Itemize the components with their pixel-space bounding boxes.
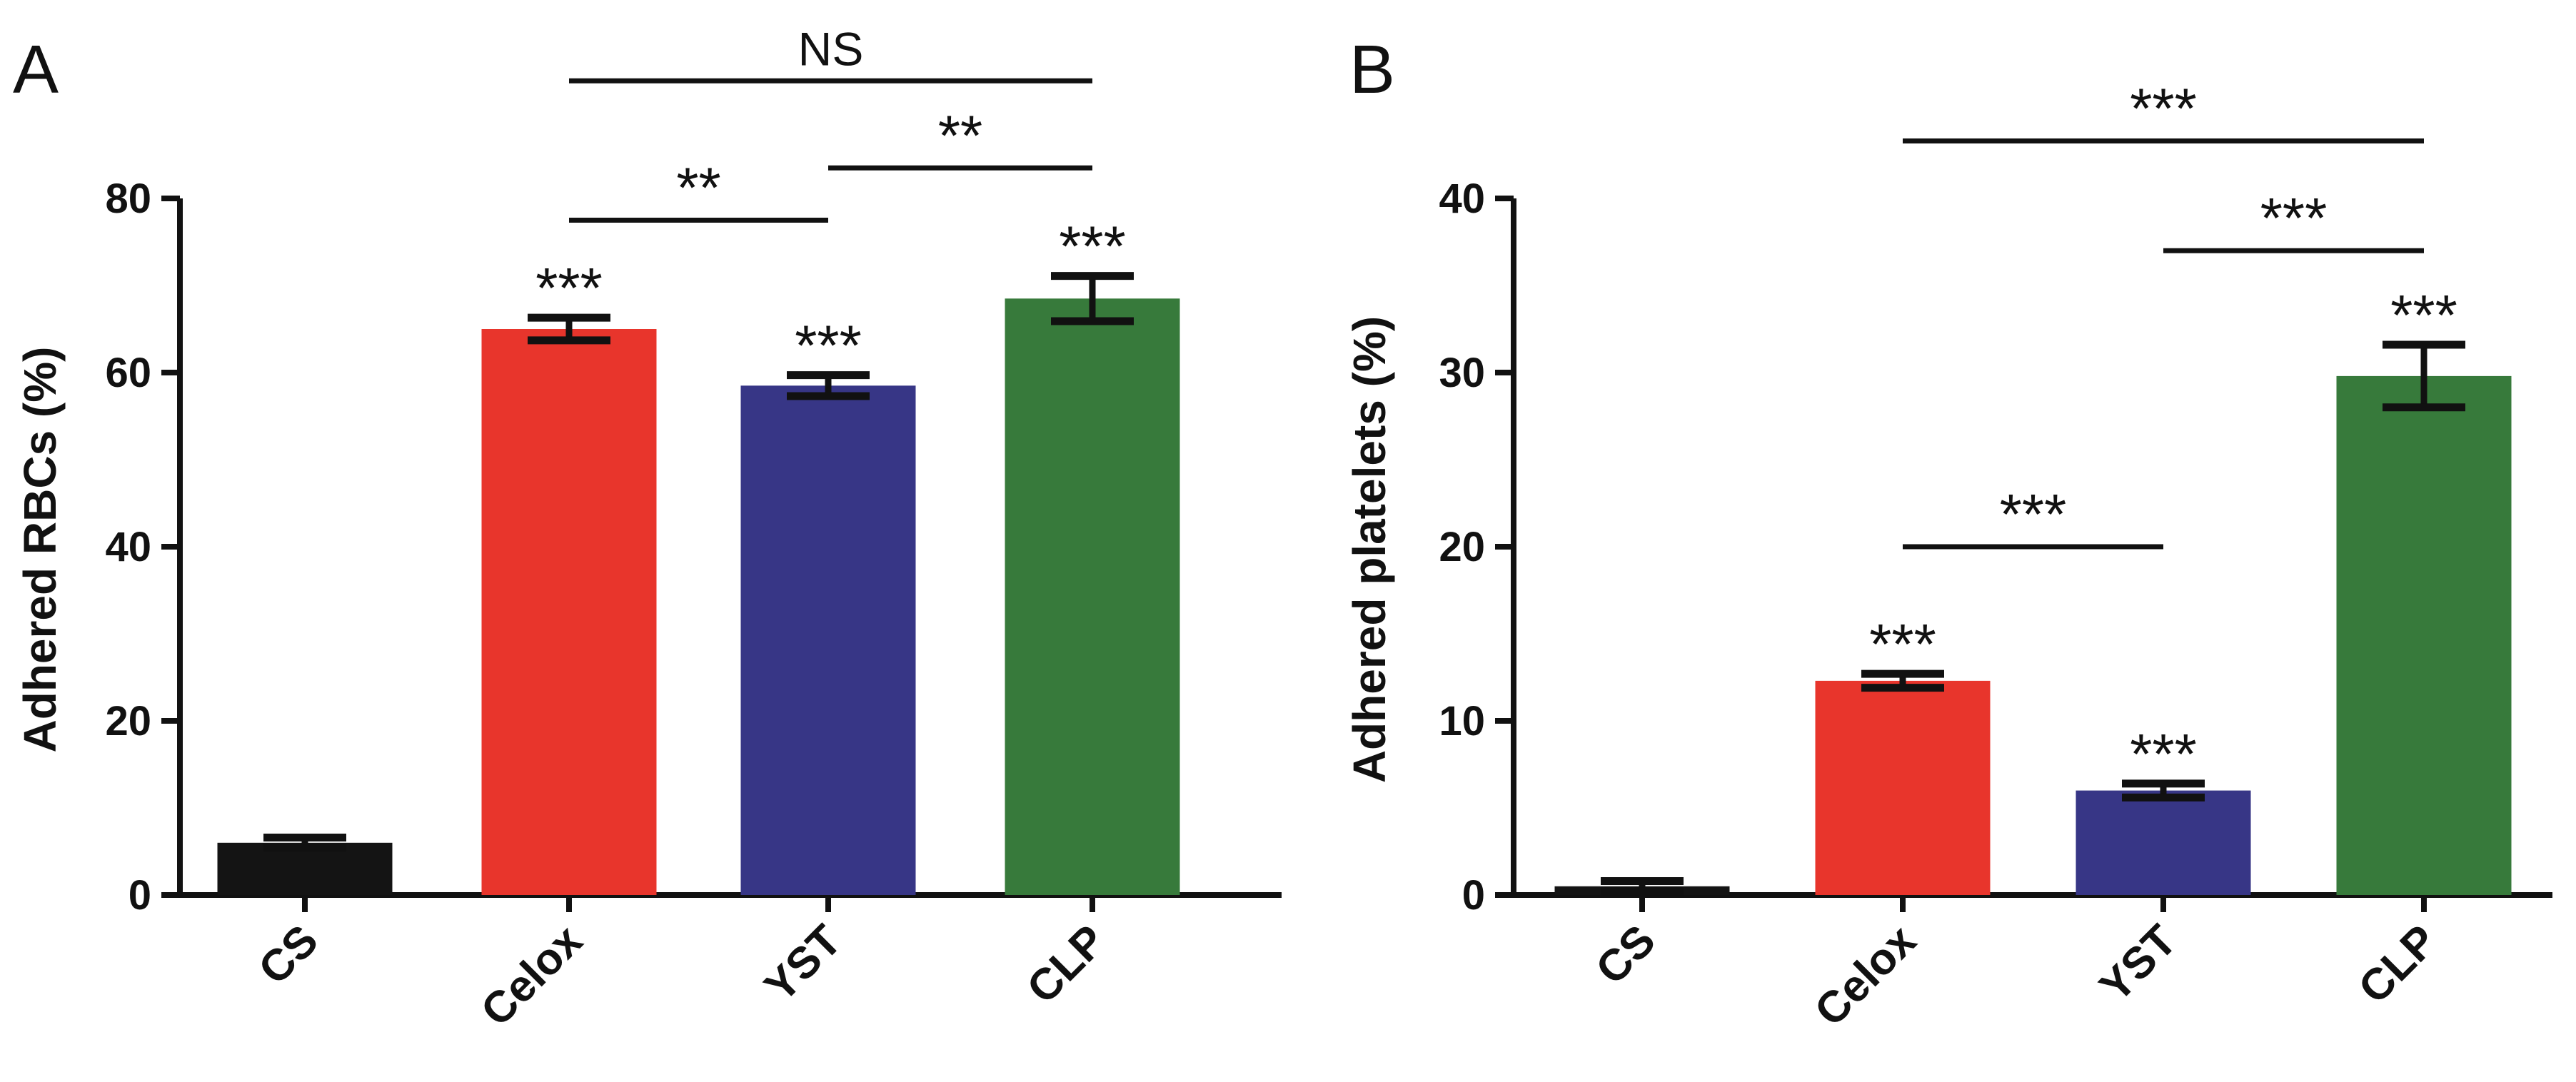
panel-b-bars: [1554, 375, 2512, 895]
panel-a-x-tick-label-cs: CS: [249, 916, 328, 994]
panel-a-y-tick-label: 60: [105, 350, 151, 396]
panel-b-y-ticks: 0 10 20 30 40: [1439, 176, 1514, 919]
panel-b-comparison-bracket-label: ***: [2000, 482, 2066, 546]
panel-a-x-tick-label-yst: YST: [755, 916, 851, 1011]
panel-b-bar-yst: [2076, 790, 2251, 895]
panel-a-y-ticks: 0 20 40 60 80: [105, 176, 180, 919]
panel-a-comparison-bracket-label: NS: [798, 22, 864, 75]
panel-a-bar-clp: [1005, 298, 1180, 895]
panel-a-letter: A: [13, 31, 59, 108]
panel-a-bar-significance-label: ***: [535, 256, 602, 320]
panel-b-bar-significance: *** *** ***: [1869, 283, 2457, 786]
panel-b-y-tick-label: 40: [1439, 176, 1485, 222]
panel-a-x-tick-label-clp: CLP: [1017, 916, 1115, 1013]
panel-b-y-tick-label: 10: [1439, 698, 1485, 744]
panel-a-bar-yst: [740, 385, 916, 895]
panel-a-bar-significance: *** *** ***: [535, 215, 1125, 378]
panel-a-bar-significance-label: ***: [795, 314, 861, 378]
panel-b-bar-significance-label: ***: [1869, 612, 1936, 676]
panel-b-y-tick-label: 30: [1439, 350, 1485, 396]
panel-a-y-axis-label: Adhered RBCs (%): [14, 347, 66, 753]
panel-a-comparison-bracket-label: **: [938, 103, 982, 167]
panel-a-bar-significance-label: ***: [1059, 215, 1125, 278]
panel-a: A Adhered RBCs (%) 0 20 40 60 80 *** *** *** C…: [13, 22, 1282, 1036]
panel-a-y-tick-label: 80: [105, 176, 151, 222]
panel-b-bar-celox: [1815, 680, 1991, 895]
panel-a-bar-celox: [481, 329, 657, 895]
panel-a-error-bars: [263, 272, 1134, 852]
panel-b-error-bars: [1601, 340, 2465, 896]
panel-b-y-tick-label: 0: [1462, 872, 1485, 919]
panel-b-comparison-bracket-label: ***: [2260, 186, 2327, 250]
panel-a-x-tick-label-celox: Celox: [472, 916, 593, 1036]
panel-a-bars: [217, 298, 1180, 895]
panel-b-y-tick-label: 20: [1439, 524, 1485, 570]
panel-a-brackets: ** ** NS: [569, 22, 1092, 223]
panel-b-x-tick-label-yst: YST: [2091, 916, 2186, 1011]
panel-a-x-ticks: CS Celox YST CLP: [249, 895, 1115, 1036]
panel-b-brackets: *** *** ***: [1903, 76, 2424, 550]
panel-b-x-tick-label-clp: CLP: [2349, 916, 2446, 1013]
panel-b-bar-significance-label: ***: [2390, 283, 2457, 347]
panel-a-comparison-bracket-label: **: [676, 156, 720, 220]
panel-b-x-tick-label-celox: Celox: [1806, 916, 1926, 1036]
panel-a-y-tick-label: 40: [105, 524, 151, 570]
panel-a-y-tick-label: 0: [129, 872, 151, 919]
panel-b-y-axis-label: Adhered platelets (%): [1344, 316, 1395, 783]
panel-b-bar-clp: [2336, 375, 2512, 895]
panel-b-letter: B: [1349, 31, 1395, 108]
panel-b-x-ticks: CS Celox YST CLP: [1586, 895, 2447, 1036]
panel-b-x-tick-label-cs: CS: [1586, 916, 1665, 994]
panel-b-comparison-bracket-label: ***: [2130, 76, 2196, 140]
panel-b-bar-significance-label: ***: [2130, 722, 2196, 786]
panel-a-y-tick-label: 20: [105, 698, 151, 744]
